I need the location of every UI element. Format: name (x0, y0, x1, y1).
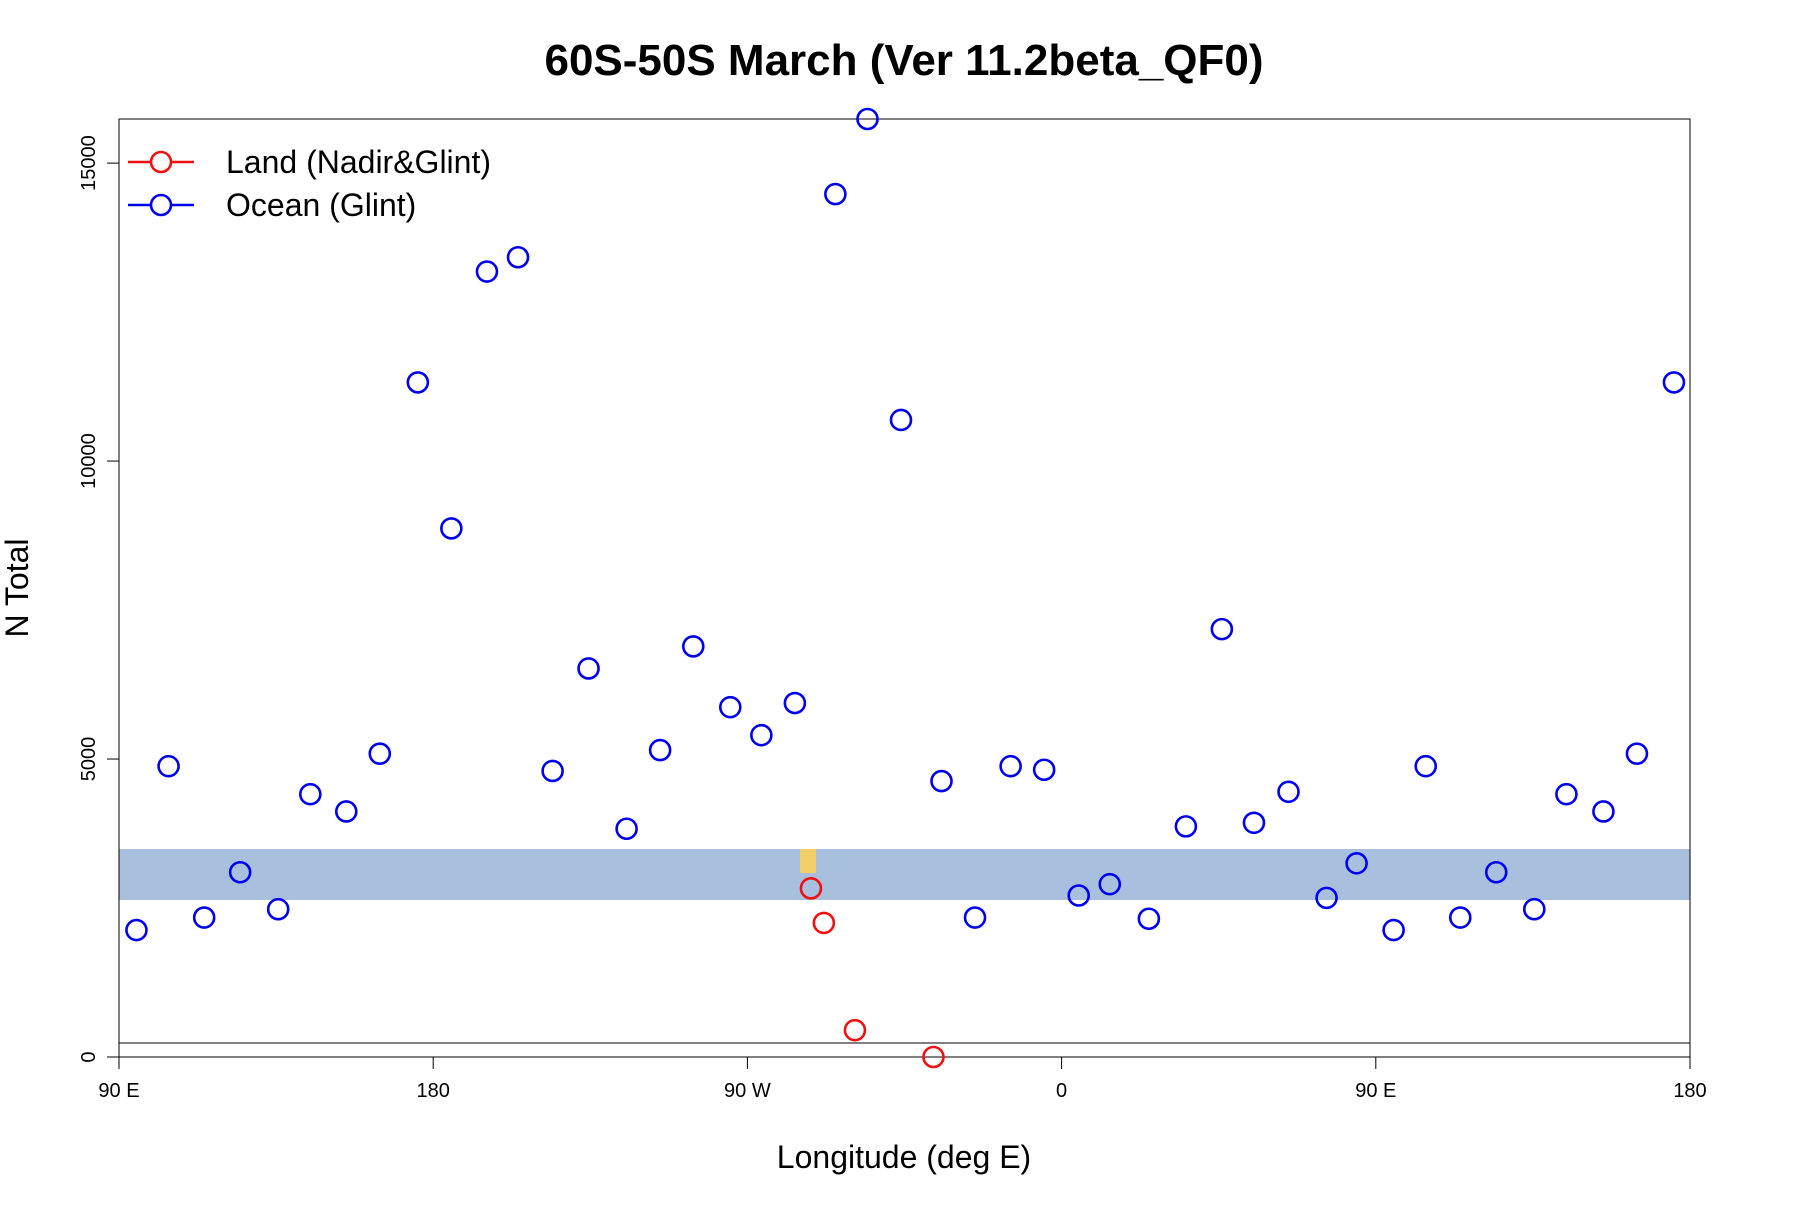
x-tick-label: 90 W (724, 1080, 771, 1102)
x-tick-label: 180 (417, 1080, 450, 1102)
data-point (1098, 872, 1122, 896)
data-point (1137, 907, 1161, 931)
data-point (856, 107, 879, 131)
data-point (648, 738, 672, 762)
data-point (368, 742, 392, 765)
data-point (1032, 758, 1056, 782)
data-point (963, 906, 987, 929)
data-point (334, 800, 358, 823)
data-point (1592, 800, 1615, 823)
data-point (440, 517, 463, 540)
data-point (922, 1045, 945, 1069)
data-point (799, 877, 823, 900)
y-axis-label: N Total (0, 538, 35, 637)
x-tick-label: 180 (1673, 1080, 1706, 1102)
map-strip (119, 849, 1690, 900)
data-point (1345, 852, 1368, 875)
chart-title: 60S-50S March (Ver 11.2beta_QF0) (544, 36, 1263, 85)
data-point (577, 657, 600, 680)
data-point (1448, 906, 1472, 929)
data-point (999, 754, 1022, 778)
data-point (824, 182, 847, 206)
data-point (475, 260, 499, 283)
y-tick-label: 10000 (78, 433, 100, 489)
data-point (1414, 754, 1438, 778)
data-point (750, 723, 773, 747)
y-tick-label: 0 (78, 1051, 100, 1062)
data-point (1174, 815, 1198, 838)
data-point (1067, 884, 1091, 907)
data-point (843, 1018, 867, 1042)
legend-marker (149, 150, 173, 174)
x-axis-label: Longitude (deg E) (777, 1139, 1031, 1175)
data-point (718, 695, 742, 719)
x-tick-label: 90 E (98, 1080, 139, 1102)
y-tick-label: 15000 (78, 135, 100, 191)
data-point (125, 918, 148, 942)
y-tick-label: 5000 (78, 737, 100, 782)
data-point (681, 635, 705, 658)
legend-label: Land (Nadir&Glint) (226, 144, 491, 180)
data-point (1484, 860, 1508, 884)
data-point (1315, 886, 1338, 910)
plot-frame (118, 118, 1691, 1058)
data-point (541, 759, 564, 783)
data-point (299, 782, 322, 806)
data-point (1277, 780, 1300, 804)
x-tick-label: 90 E (1355, 1080, 1396, 1102)
data-point (1382, 918, 1405, 942)
data-point (1210, 617, 1234, 641)
legend-marker (149, 193, 173, 217)
data-point (1625, 742, 1649, 765)
data-point (615, 817, 638, 841)
data-point (1662, 371, 1686, 394)
legend-label: Ocean (Glint) (226, 187, 416, 223)
data-point (930, 769, 953, 793)
land-patch (800, 849, 816, 873)
data-point (1522, 897, 1546, 921)
data-point (506, 245, 530, 269)
data-point (889, 408, 913, 432)
data-point (192, 906, 216, 929)
data-point (1242, 811, 1266, 835)
data-point (228, 860, 252, 884)
data-point (157, 754, 180, 778)
data-point (783, 691, 807, 715)
x-tick-label: 0 (1056, 1080, 1067, 1102)
data-point (266, 897, 290, 921)
data-point (812, 911, 836, 935)
data-point (406, 371, 430, 394)
data-point (1555, 782, 1578, 806)
